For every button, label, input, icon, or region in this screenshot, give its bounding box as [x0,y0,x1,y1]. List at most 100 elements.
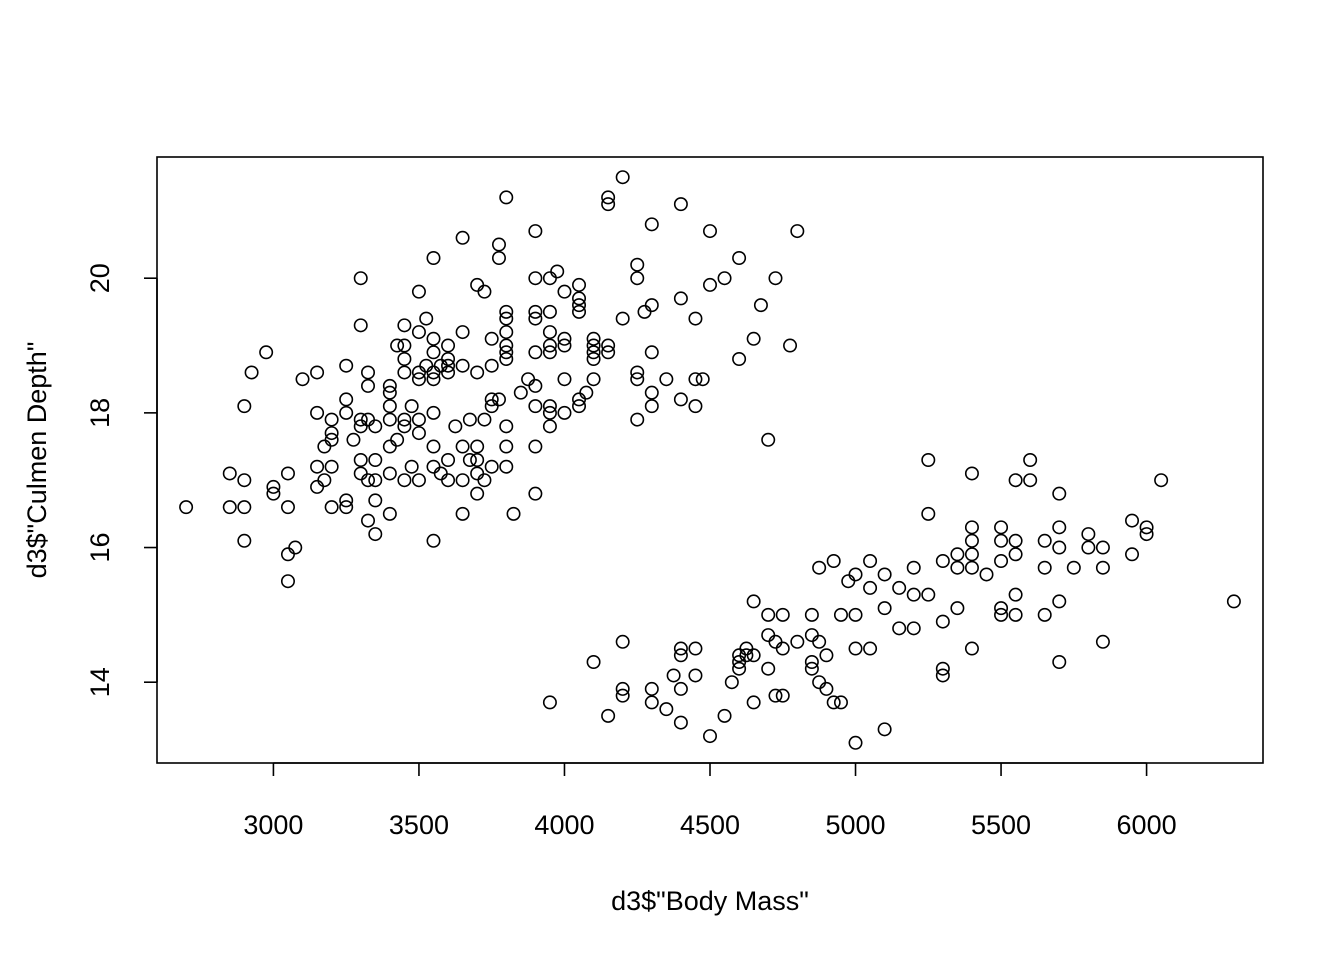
data-point [411,325,426,340]
data-point [361,378,376,393]
data-point [368,473,383,488]
data-point [848,607,863,622]
data-point [601,708,616,723]
data-point [528,378,543,393]
data-point [455,230,470,245]
data-point [863,580,878,595]
data-point [673,715,688,730]
data-point [266,486,281,501]
data-point [317,439,332,454]
data-point [382,439,397,454]
data-point [513,385,528,400]
data-point [761,607,776,622]
data-point [950,601,965,616]
data-point [819,681,834,696]
data-point [499,311,514,326]
data-point [310,405,325,420]
data-point [921,506,936,521]
data-point [877,601,892,616]
data-point [404,459,419,474]
data-point [994,520,1009,535]
data-point [1008,533,1023,548]
data-point [768,271,783,286]
x-tick-label: 3500 [389,810,449,840]
data-point [659,372,674,387]
data-point [1052,594,1067,609]
data-point [863,553,878,568]
data-point [688,668,703,683]
data-point [324,432,339,447]
data-point [790,634,805,649]
y-tick-label: 18 [85,398,115,428]
data-point [761,628,776,643]
data-point [353,271,368,286]
data-point [644,695,659,710]
data-point [455,325,470,340]
data-point [361,412,376,427]
data-point [397,365,412,380]
data-point [491,251,506,266]
data-point [324,412,339,427]
data-point [601,190,616,205]
data-point [644,681,659,696]
data-point [397,351,412,366]
data-point [542,325,557,340]
data-point [521,372,536,387]
data-point [470,466,485,481]
data-point [411,426,426,441]
data-point [579,385,594,400]
data-point [994,607,1009,622]
data-point [601,197,616,212]
data-point [419,311,434,326]
data-point [644,399,659,414]
data-point [368,527,383,542]
data-point [397,473,412,488]
data-point [572,399,587,414]
data-point [964,533,979,548]
data-point [470,486,485,501]
data-point [361,365,376,380]
data-point [426,251,441,266]
data-point [1139,527,1154,542]
data-point [470,452,485,467]
data-point [280,466,295,481]
data-point [935,614,950,629]
data-point [237,399,252,414]
data-point [550,264,565,279]
data-point [979,567,994,582]
data-point [324,500,339,515]
data-point [470,277,485,292]
data-point [411,412,426,427]
data-point [804,607,819,622]
data-point [848,567,863,582]
data-point [542,405,557,420]
data-point [666,668,681,683]
data-point [615,170,630,185]
data-point [542,399,557,414]
data-point [695,372,710,387]
x-tick-label: 3000 [243,810,303,840]
data-point [739,648,754,663]
data-point [222,500,237,515]
data-point [382,412,397,427]
data-point [528,311,543,326]
data-point [433,466,448,481]
data-point [1226,594,1241,609]
data-point [433,358,448,373]
data-point [361,473,376,488]
data-point [542,419,557,434]
data-point [812,560,827,575]
data-point [542,338,557,353]
data-point [768,634,783,649]
data-point [280,500,295,515]
data-point [804,654,819,669]
data-point [586,372,601,387]
data-point [950,560,965,575]
data-point [339,358,354,373]
data-point [528,304,543,319]
data-points [179,170,1241,750]
data-point [441,365,456,380]
data-point [702,729,717,744]
data-point [601,338,616,353]
data-point [441,358,456,373]
